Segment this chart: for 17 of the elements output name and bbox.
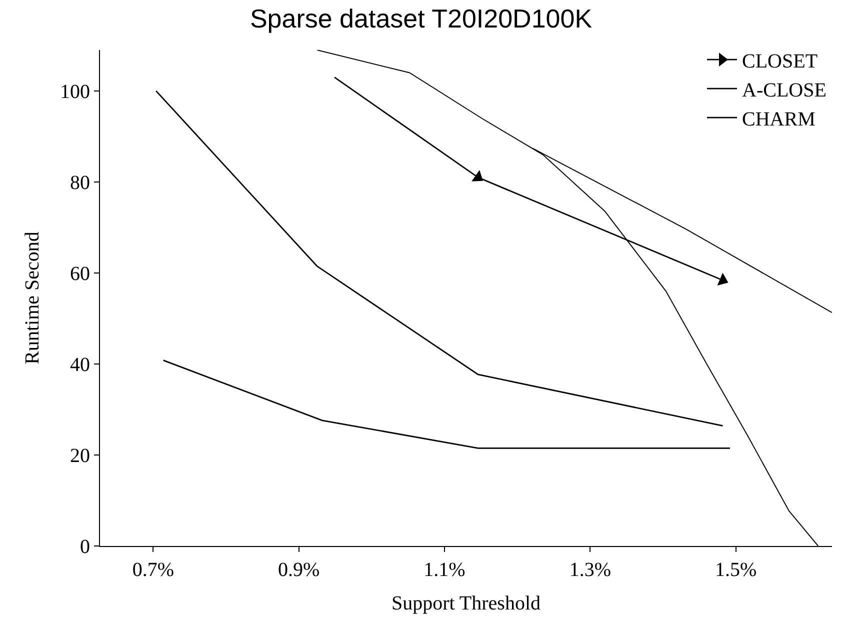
legend-label: A-CLOSE xyxy=(742,79,826,102)
y-tick-label: 0 xyxy=(80,536,90,558)
y-tick-label: 60 xyxy=(70,262,90,285)
y-tick-label: 20 xyxy=(70,444,90,467)
y-axis-title: Runtime Second xyxy=(22,232,44,364)
x-tick-label: 1.5% xyxy=(715,559,757,581)
x-tick-label: 0.9% xyxy=(278,559,320,581)
x-axis-title: Support Threshold xyxy=(391,592,541,614)
y-tick-label: 40 xyxy=(70,354,90,376)
chart-title: Sparse dataset T20I20D100K xyxy=(250,4,593,34)
legend-label: CLOSET xyxy=(742,50,818,72)
y-tick-label: 100 xyxy=(60,80,90,103)
x-tick-label: 0.7% xyxy=(132,559,174,581)
x-tick-label: 1.3% xyxy=(569,559,612,581)
x-tick-label: 1.1% xyxy=(424,559,466,581)
legend-label: CHARM xyxy=(742,108,816,130)
y-tick-label: 80 xyxy=(70,172,90,194)
